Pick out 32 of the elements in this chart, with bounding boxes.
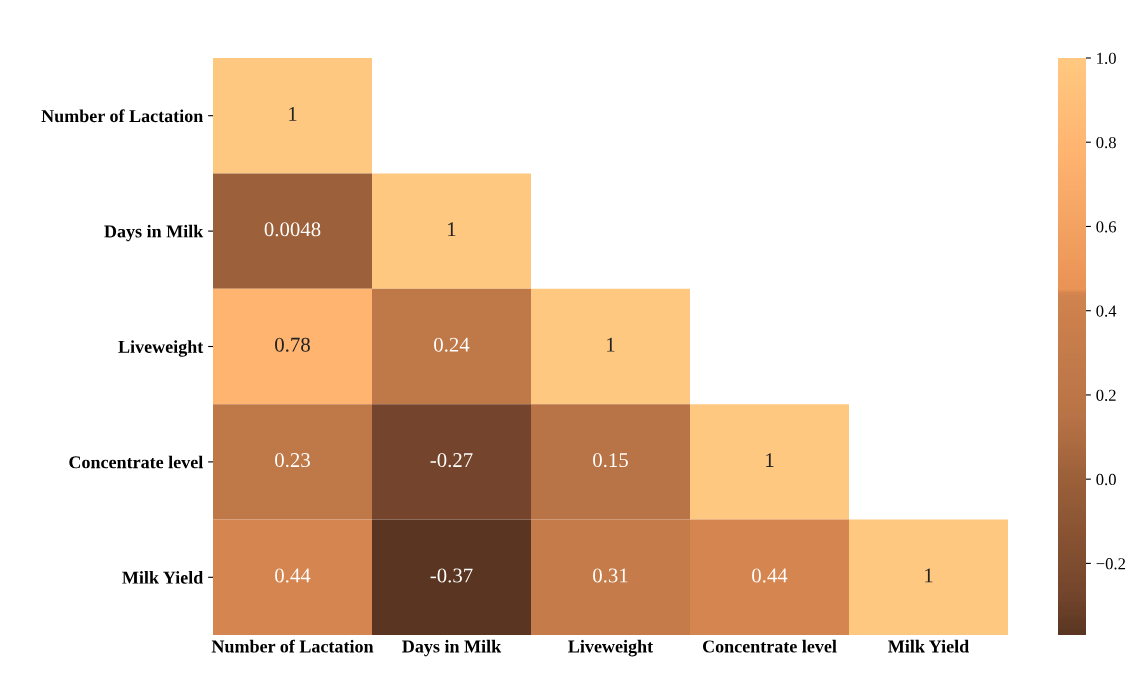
data-label: 0.15 bbox=[593, 453, 628, 468]
y-tick-label: Number of Lactation bbox=[41, 109, 204, 123]
y-tick-label: Milk Yield bbox=[122, 571, 204, 584]
data-label: 1 bbox=[289, 106, 297, 121]
data-label: 1 bbox=[448, 222, 456, 237]
data-label: 1 bbox=[925, 568, 933, 583]
x-tick-label: Number of Lactation bbox=[211, 639, 374, 653]
data-label: 1 bbox=[766, 453, 774, 467]
x-tick-label: Milk Yield bbox=[888, 639, 969, 653]
data-label: 0.44 bbox=[275, 568, 311, 583]
y-tick-label: Liveweight bbox=[118, 340, 204, 357]
data-label: -0.37 bbox=[430, 568, 473, 583]
y-tick-label: Days in Milk bbox=[104, 224, 204, 242]
data-label: 0.0048 bbox=[264, 222, 321, 237]
data-label: 0.31 bbox=[593, 568, 628, 583]
x-tick-label: Days in Milk bbox=[402, 639, 502, 657]
y-tick-label: Concentrate level bbox=[69, 455, 203, 469]
color-bar-label: 0.0 bbox=[1096, 473, 1116, 486]
color-bar-label: 0.6 bbox=[1096, 221, 1117, 233]
data-label: 0.24 bbox=[434, 337, 470, 352]
data-label: 0.23 bbox=[275, 453, 310, 468]
color-bar-label: −0.2 bbox=[1096, 558, 1126, 570]
color-bar-label: 0.8 bbox=[1096, 136, 1116, 149]
data-label: 1 bbox=[607, 337, 615, 352]
data-label: 0.78 bbox=[275, 337, 310, 352]
x-tick-label: Liveweight bbox=[568, 639, 654, 657]
color-bar-label: 1.0 bbox=[1097, 52, 1116, 65]
color-bar-label: 0.2 bbox=[1096, 389, 1116, 401]
x-tick-label: Concentrate level bbox=[702, 639, 837, 653]
color-bar-label: 0.4 bbox=[1096, 305, 1117, 317]
data-label: -0.27 bbox=[430, 453, 473, 468]
data-label: 0.44 bbox=[752, 568, 788, 583]
